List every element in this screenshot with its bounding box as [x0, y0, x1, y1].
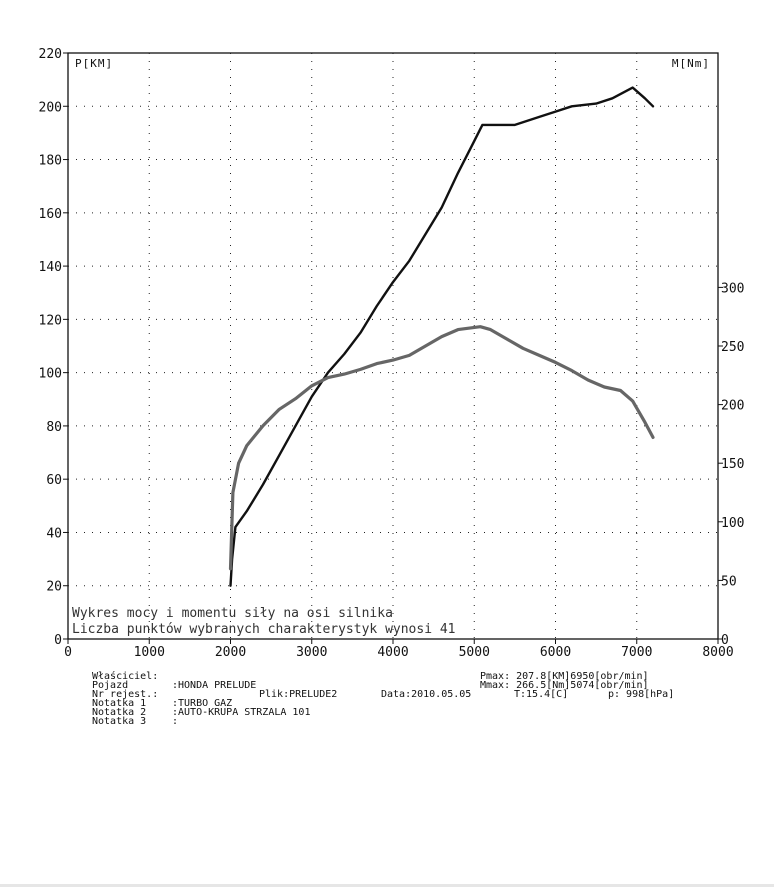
x-tick-label: 0 — [64, 645, 72, 660]
right-axis-title: M[Nm] — [672, 57, 710, 70]
date-text: Data:2010.05.05 — [381, 689, 472, 700]
x-tick-label: 3000 — [296, 645, 327, 660]
temp-text: T:15.4[C] — [514, 689, 569, 700]
right-tick-label: 0 — [721, 633, 729, 648]
left-axis-ticks: 0 20 40 60 80 100 120 140 160 180 200 220 — [39, 47, 68, 648]
x-tick-label: 4000 — [377, 645, 408, 660]
left-tick-label: 40 — [46, 526, 62, 541]
plot-frame — [67, 52, 719, 640]
left-tick-label: 200 — [39, 100, 62, 115]
left-tick-label: 220 — [39, 47, 62, 62]
left-axis-title: P[KM] — [75, 57, 113, 70]
note3-label: Notatka 3 — [92, 716, 147, 727]
owner-label: Właściciel: — [92, 671, 159, 682]
pmax-text: Pmax: 207.8[KM]6950[obr/min] — [480, 671, 649, 682]
file-text: Plik:PRELUDE2 — [259, 689, 338, 700]
left-tick-label: 80 — [46, 420, 62, 435]
right-axis-ticks: 0 50 100 150 200 250 300 — [718, 281, 744, 648]
power-curve-line — [229, 86, 655, 587]
x-tick-label: 8000 — [702, 645, 733, 660]
x-tick-label: 2000 — [215, 645, 246, 660]
x-axis-ticks: 0 1000 2000 3000 4000 5000 6000 7000 8000 — [64, 639, 734, 660]
vehicle-label: Pojazd — [92, 680, 129, 691]
x-tick-label: 5000 — [459, 645, 490, 660]
pressure-text: p: 998[hPa] — [608, 689, 675, 700]
left-tick-label: 180 — [39, 154, 62, 169]
right-tick-label: 50 — [721, 574, 737, 589]
chart-note-line-2: Liczba punktów wybranych charakterystyk … — [72, 622, 456, 637]
x-tick-label: 6000 — [540, 645, 571, 660]
torque-curve-line — [228, 325, 655, 571]
left-tick-label: 120 — [39, 313, 62, 328]
right-tick-label: 100 — [721, 516, 744, 531]
right-tick-label: 250 — [721, 340, 744, 355]
note3-value: : — [172, 716, 179, 727]
left-tick-label: 60 — [46, 473, 62, 488]
left-tick-label: 100 — [39, 367, 62, 382]
right-tick-label: 300 — [721, 281, 744, 296]
scan-edge — [0, 884, 774, 887]
left-tick-label: 160 — [39, 207, 62, 222]
right-tick-label: 150 — [721, 457, 744, 472]
grid-lines — [68, 53, 718, 639]
chart-note-line-1: Wykres mocy i momentu siły na osi silnik… — [72, 606, 393, 621]
vehicle-value: :HONDA PRELUDE — [172, 680, 257, 691]
left-tick-label: 140 — [39, 260, 62, 275]
note1-label: Notatka 1 — [92, 698, 147, 709]
mmax-text: Mmax: 266.5[Nm]5074[obr/min] — [480, 680, 649, 691]
left-tick-label: 0 — [54, 633, 62, 648]
series-group — [228, 86, 655, 587]
note1-value: :TURBO GAZ — [172, 698, 233, 709]
x-tick-label: 1000 — [134, 645, 165, 660]
left-tick-label: 20 — [46, 580, 62, 595]
note2-label: Notatka 2 — [92, 707, 147, 718]
x-tick-label: 7000 — [621, 645, 652, 660]
reg-label: Nr rejest.: — [92, 689, 159, 700]
right-tick-label: 200 — [721, 399, 744, 414]
note2-value: :AUTO-KRUPA STRZALA 101 — [172, 707, 311, 718]
